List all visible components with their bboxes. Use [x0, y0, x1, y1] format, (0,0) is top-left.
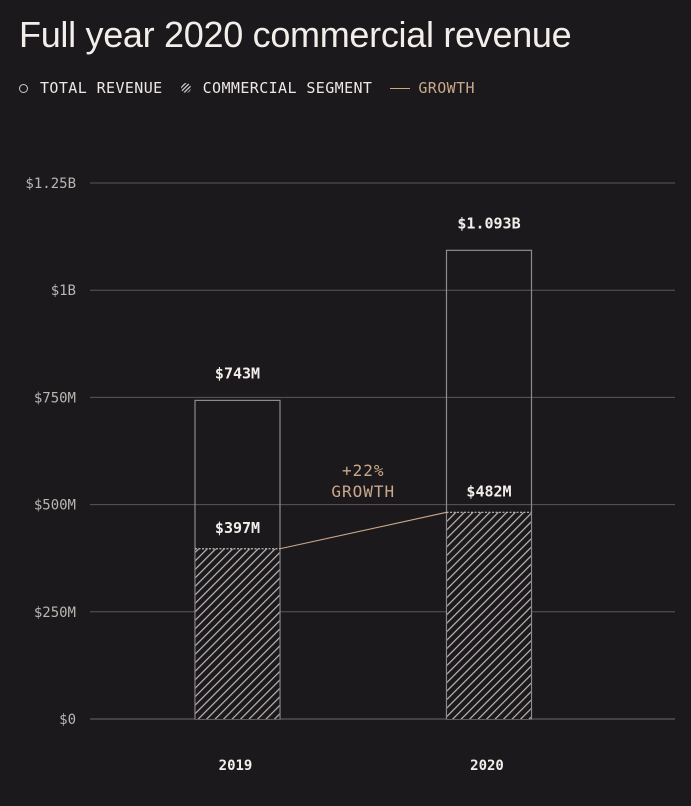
gridlines	[90, 182, 675, 720]
commercial-segment-label: $397M	[215, 519, 260, 537]
line-icon	[390, 87, 411, 89]
circle-outline-icon	[19, 83, 28, 93]
y-tick-label: $1B	[51, 283, 76, 299]
bars	[194, 249, 533, 720]
chart-legend: TOTAL REVENUE COMMERCIAL SEGMENT GROWTH	[19, 78, 493, 98]
legend-item-growth: GROWTH	[390, 79, 475, 97]
x-axis-categories: 2019 2020	[219, 758, 504, 774]
x-category-label: 2020	[470, 758, 504, 774]
growth-percent-label: +22%	[342, 461, 385, 480]
y-tick-label: $0	[59, 712, 76, 728]
y-tick-label: $750M	[34, 390, 76, 406]
y-axis-ticks: $0 $250M $500M $750M $1B $1.25B	[25, 176, 76, 728]
hatched-circle-icon	[180, 83, 191, 93]
legend-label-total-revenue: TOTAL REVENUE	[40, 79, 163, 97]
y-tick-label: $1.25B	[25, 176, 76, 192]
total-revenue-label: $743M	[215, 364, 260, 382]
data-labels: $743M $397M $1.093B $482M +22% GROWTH	[215, 214, 521, 550]
total-revenue-label: $1.093B	[457, 214, 520, 232]
chart-title: Full year 2020 commercial revenue	[19, 14, 572, 55]
x-category-label: 2019	[219, 758, 253, 774]
legend-item-commercial-segment: COMMERCIAL SEGMENT	[180, 79, 373, 97]
legend-label-growth: GROWTH	[418, 79, 475, 97]
legend-item-total-revenue: TOTAL REVENUE	[19, 79, 163, 97]
y-tick-label: $500M	[34, 498, 76, 514]
commercial-segment-bar	[195, 548, 280, 719]
commercial-segment-bar	[447, 512, 531, 719]
legend-label-commercial-segment: COMMERCIAL SEGMENT	[202, 79, 373, 97]
commercial-segment-label: $482M	[466, 482, 511, 500]
y-tick-label: $250M	[34, 605, 76, 621]
growth-line	[279, 511, 447, 550]
growth-text-label: GROWTH	[331, 482, 395, 501]
